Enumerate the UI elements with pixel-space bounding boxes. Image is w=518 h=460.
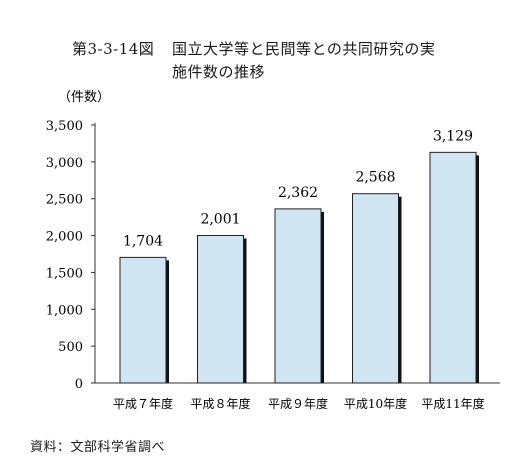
bar xyxy=(429,151,477,384)
bar xyxy=(352,193,399,384)
y-tick-label: 500 xyxy=(58,340,83,355)
data-label: 1,704 xyxy=(123,233,163,249)
data-label: 2,362 xyxy=(278,185,318,201)
x-tick-label: 平成11年度 xyxy=(421,396,484,411)
x-tick-label: 平成７年度 xyxy=(113,396,173,411)
y-tick-label: 1,000 xyxy=(46,303,83,318)
data-label: 2,001 xyxy=(200,211,240,227)
data-label: 2,568 xyxy=(355,170,395,186)
y-tick-label: 1,500 xyxy=(46,266,83,281)
y-tick-label: 3,000 xyxy=(46,156,83,171)
y-tick-label: 2,000 xyxy=(46,230,83,245)
bar xyxy=(119,256,167,384)
y-tick-label: 2,500 xyxy=(46,193,83,208)
y-tick-label: 3,500 xyxy=(46,119,83,134)
data-label: 3,129 xyxy=(433,128,473,144)
figure-title: 国立大学等と民間等との共同研究の実 施件数の推移 xyxy=(172,38,512,84)
y-axis-label: （件数） xyxy=(58,90,110,105)
figure-title-line2: 施件数の推移 xyxy=(172,63,266,81)
y-tick-label: 0 xyxy=(75,377,83,392)
figure-title-line1: 国立大学等と民間等との共同研究の実 xyxy=(172,40,436,58)
x-tick-label: 平成９年度 xyxy=(268,396,328,411)
x-tick-label: 平成８年度 xyxy=(190,396,250,411)
bar xyxy=(274,208,322,384)
bar xyxy=(197,234,244,384)
x-tick-label: 平成10年度 xyxy=(344,396,407,411)
source-note: 資料：文部科学省調べ xyxy=(30,440,166,455)
figure-number: 第3-3-14図 xyxy=(72,40,155,58)
